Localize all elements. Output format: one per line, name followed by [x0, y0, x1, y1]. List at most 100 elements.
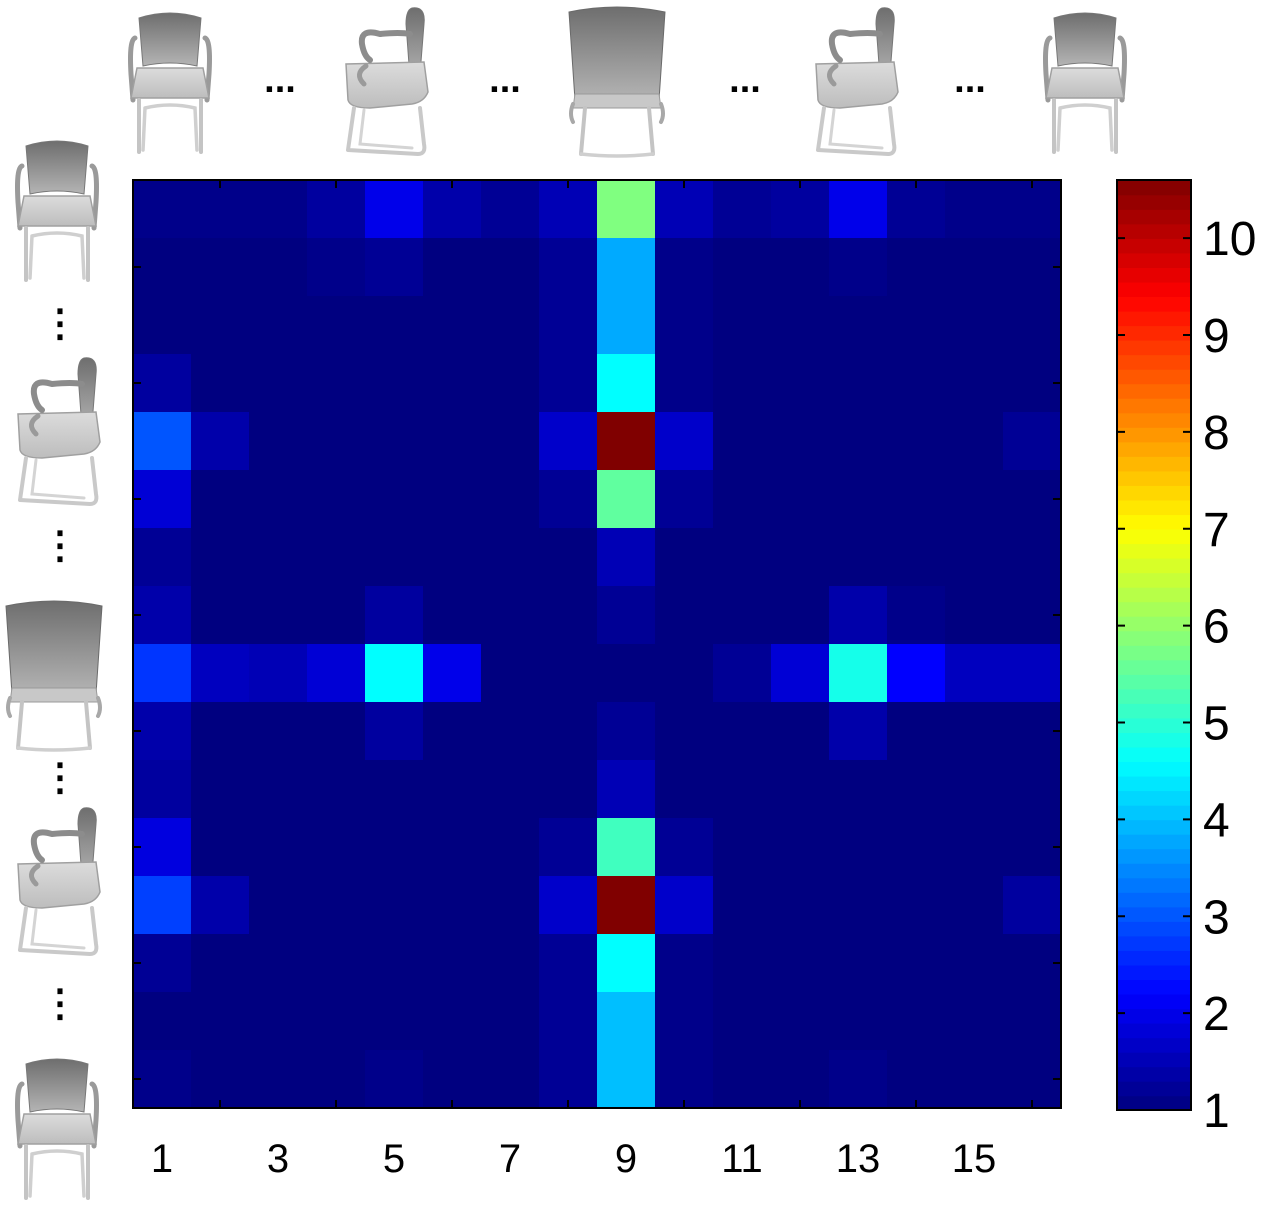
colorbar-label-3: 3: [1203, 891, 1230, 944]
colorbar-segment: [1117, 804, 1191, 821]
plot-frame: [132, 179, 1062, 1109]
heatmap-cell-r5-c12: [771, 412, 830, 471]
heatmap-cell-r4-c2: [191, 354, 250, 413]
heatmap-cell-r11-c12: [771, 760, 830, 819]
heatmap-cell-r16-c7: [481, 1050, 540, 1109]
heatmap-cell-r15-c16: [1003, 992, 1062, 1051]
heatmap-cell-r2-c3: [249, 238, 308, 297]
heatmap-cell-r9-c6: [423, 644, 482, 703]
ellipsis-vertical: ⋮: [41, 303, 79, 345]
heatmap-cell-r11-c16: [1003, 760, 1062, 819]
x-tick-label-1: 1: [151, 1137, 173, 1181]
colorbar-segment: [1117, 921, 1191, 937]
heatmap-cell-r11-c8: [539, 760, 598, 819]
colorbar-segment: [1117, 717, 1191, 733]
heatmap-cell-r9-c3: [249, 644, 308, 703]
heatmap-cell-r15-c15: [945, 992, 1004, 1051]
colorbar-segment: [1117, 339, 1191, 356]
heatmap-cell-r4-c10: [655, 354, 714, 413]
heatmap-cell-r12-c14: [887, 818, 946, 877]
heatmap-cell-r10-c6: [423, 702, 482, 761]
heatmap-cell-r16-c4: [307, 1050, 366, 1109]
heatmap-cell-r10-c2: [191, 702, 250, 761]
heatmap-cell-r13-c2: [191, 876, 250, 935]
heatmap-cell-r4-c5: [365, 354, 424, 413]
heatmap-cell-r7-c6: [423, 528, 482, 587]
x-tick-label-9: 9: [615, 1137, 637, 1181]
heatmap-cell-r11-c7: [481, 760, 540, 819]
heatmap-cell-r5-c1: [133, 412, 192, 471]
heatmap-cell-r9-c8: [539, 644, 598, 703]
heatmap-cell-r9-c10: [655, 644, 714, 703]
heatmap-cell-r12-c10: [655, 818, 714, 877]
heatmap-cell-r11-c15: [945, 760, 1004, 819]
heatmap-cell-r12-c15: [945, 818, 1004, 877]
x-tick-label-3: 3: [267, 1137, 289, 1181]
colorbar-segment: [1117, 586, 1191, 603]
heatmap-cell-r16-c1: [133, 1050, 192, 1109]
heatmap-cell-r13-c12: [771, 876, 830, 935]
colorbar-segment: [1117, 819, 1191, 835]
heatmap-cell-r14-c11: [713, 934, 772, 993]
heatmap-cell-r6-c16: [1003, 470, 1062, 529]
heatmap-cell-r3-c13: [829, 296, 888, 355]
heatmap-cell-r11-c10: [655, 760, 714, 819]
heatmap-cell-r1-c1: [133, 180, 192, 239]
x-tick-label-15: 15: [952, 1137, 997, 1181]
heatmap-cell-r6-c4: [307, 470, 366, 529]
colorbar: [1116, 179, 1192, 1111]
heatmap-cell-r15-c11: [713, 992, 772, 1051]
heatmap-cell-r5-c4: [307, 412, 366, 471]
heatmap-cell-r13-c6: [423, 876, 482, 935]
heatmap-cell-r10-c5: [365, 702, 424, 761]
heatmap-cell-r12-c9: [597, 818, 656, 877]
x-tick-label-13: 13: [836, 1137, 881, 1181]
colorbar-segment: [1117, 964, 1191, 981]
heatmap-cell-r12-c1: [133, 818, 192, 877]
heatmap-cell-r7-c14: [887, 528, 946, 587]
colorbar-segment: [1117, 397, 1191, 414]
heatmap-cell-r7-c8: [539, 528, 598, 587]
heatmap-cell-r11-c1: [133, 760, 192, 819]
heatmap-cell-r8-c1: [133, 586, 192, 645]
heatmap-cell-r12-c4: [307, 818, 366, 877]
colorbar-segment: [1117, 325, 1191, 341]
heatmap-cell-r9-c11: [713, 644, 772, 703]
heatmap-cell-r13-c7: [481, 876, 540, 935]
heatmap-cell-r13-c13: [829, 876, 888, 935]
heatmap-cell-r1-c6: [423, 180, 482, 239]
heatmap-cell-r14-c12: [771, 934, 830, 993]
heatmap-cell-r9-c9: [597, 644, 656, 703]
heatmap-cell-r1-c13: [829, 180, 888, 239]
colorbar-segment: [1117, 848, 1191, 864]
heatmap-cell-r14-c6: [423, 934, 482, 993]
heatmap-cell-r6-c5: [365, 470, 424, 529]
ellipsis-horizontal: ...: [729, 59, 761, 101]
colorbar-segment: [1117, 223, 1191, 239]
heatmap-cell-r10-c13: [829, 702, 888, 761]
heatmap-cell-r9-c7: [481, 644, 540, 703]
heatmap-cell-r10-c16: [1003, 702, 1062, 761]
heatmap-cell-r1-c7: [481, 180, 540, 239]
heatmap-cell-r3-c2: [191, 296, 250, 355]
chair-front-icon: [18, 1059, 97, 1198]
heatmap-cell-r1-c12: [771, 180, 830, 239]
colorbar-segment: [1117, 1051, 1191, 1068]
heatmap-cell-r8-c15: [945, 586, 1004, 645]
heatmap-cell-r9-c13: [829, 644, 888, 703]
heatmap-cell-r10-c8: [539, 702, 598, 761]
ellipsis-horizontal: ...: [264, 59, 296, 101]
heatmap-cell-r7-c16: [1003, 528, 1062, 587]
heatmap-cell-r15-c14: [887, 992, 946, 1051]
heatmap-cell-r5-c7: [481, 412, 540, 471]
heatmap-cell-r12-c6: [423, 818, 482, 877]
chair-side-icon: [18, 808, 100, 954]
heatmap-cell-r4-c9: [597, 354, 656, 413]
heatmap-cell-r16-c15: [945, 1050, 1004, 1109]
colorbar-segment: [1117, 470, 1191, 486]
chair-front-icon: [18, 141, 97, 280]
heatmap-cell-r10-c15: [945, 702, 1004, 761]
heatmap-cell-r8-c2: [191, 586, 250, 645]
colorbar-segment: [1117, 383, 1191, 399]
heatmap-cell-r16-c12: [771, 1050, 830, 1109]
